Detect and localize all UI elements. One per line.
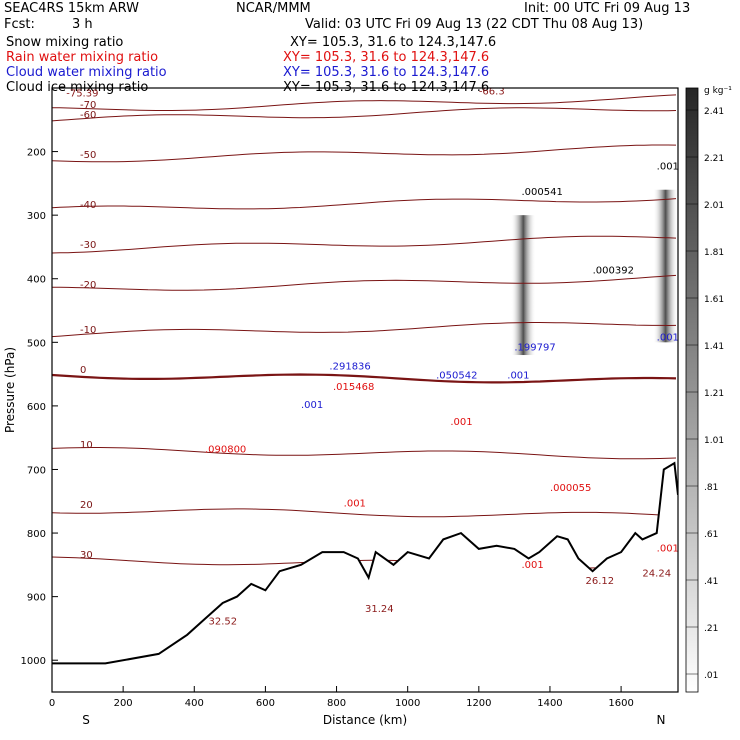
isotherm--60 (52, 107, 677, 122)
y-tick-label-500: 500 (27, 338, 46, 349)
annotation-6: .050542 (436, 371, 477, 382)
field-snow-xy: XY= 105.3, 31.6 to 124.3,147.6 (290, 35, 497, 50)
colorbar-label-4: 1.61 (704, 295, 724, 305)
annotation-0: .000541 (522, 187, 563, 198)
annotation-7: .199797 (514, 343, 555, 354)
init-time: Init: 00 UTC Fri 09 Aug 13 (524, 1, 691, 16)
annotation-19: 24.24 (642, 568, 671, 579)
isotherm-label-30: 30 (80, 550, 93, 561)
colorbar-label-6: 1.21 (704, 389, 724, 399)
isotherm-label--20: -20 (80, 280, 96, 291)
annotation-4: .015468 (333, 382, 374, 393)
annotation-10: .090800 (205, 444, 246, 455)
isotherm-label-0: 0 (80, 365, 86, 376)
annotation-13: .001 (344, 498, 366, 509)
field-cloudwater-xy: XY= 105.3, 31.6 to 124.3,147.6 (283, 65, 490, 80)
isotherm--10 (52, 322, 677, 338)
annotation-1: .001459 (657, 161, 698, 172)
isotherm--50 (52, 144, 677, 163)
y-tick-label-800: 800 (27, 529, 46, 540)
org-label: NCAR/MMM (236, 1, 311, 16)
isotherm-label--40: -40 (80, 200, 96, 211)
colorbar-unit: g kg⁻¹ (704, 86, 732, 96)
colorbar-label-12: .01 (704, 671, 718, 681)
x-tick-label-0: 0 (49, 698, 55, 709)
field-rain-name: Rain water mixing ratio (6, 50, 159, 65)
isotherm--20 (52, 274, 677, 291)
colorbar-label-1: 2.21 (704, 154, 724, 164)
isotherm-label--50: -50 (80, 150, 96, 161)
model-title: SEAC4RS 15km ARW (4, 1, 140, 16)
x-tick-label-1000: 1000 (395, 698, 420, 709)
field-cloudwater-name: Cloud water mixing ratio (6, 65, 167, 80)
x-end-label-north: N (657, 713, 666, 727)
isotherm-0 (52, 373, 677, 384)
annotation-16: 31.24 (365, 604, 394, 615)
annotation-3: .291836 (329, 362, 370, 373)
annotation-21: -66.3 (479, 86, 505, 97)
y-tick-label-700: 700 (27, 465, 46, 476)
annotation-11: .001 (450, 417, 472, 428)
isotherm--30 (52, 235, 677, 254)
annotation-9: .0013 (657, 332, 686, 343)
isotherm-label--10: -10 (80, 325, 96, 336)
isotherm-label--30: -30 (80, 240, 96, 251)
colorbar-label-2: 2.01 (704, 201, 724, 211)
terrain-line (52, 461, 678, 665)
colorbar-label-5: 1.41 (704, 342, 724, 352)
y-tick-label-600: 600 (27, 402, 46, 413)
isotherm-label--70: -70 (80, 100, 96, 111)
annotation-20: -75.39 (66, 88, 98, 99)
x-tick-label-600: 600 (256, 698, 275, 709)
y-tick-label-400: 400 (27, 275, 46, 286)
y-tick-label-900: 900 (27, 593, 46, 604)
y-tick-label-300: 300 (27, 211, 46, 222)
snow-plume-1720 (653, 189, 678, 343)
isotherm--40 (52, 198, 677, 210)
x-end-label-south: S (82, 713, 90, 727)
y-tick-label-1000: 1000 (21, 656, 46, 667)
annotation-17: 32.52 (209, 617, 238, 628)
x-tick-label-800: 800 (327, 698, 346, 709)
colorbar-label-11: .21 (704, 624, 718, 634)
colorbar-label-3: 1.81 (704, 248, 724, 258)
isotherm-20 (52, 508, 677, 518)
isotherm-label--60: -60 (80, 110, 96, 121)
x-tick-label-1200: 1200 (466, 698, 491, 709)
field-snow-name: Snow mixing ratio (6, 35, 124, 50)
annotation-18: 26.12 (586, 576, 615, 587)
field-rain-xy: XY= 105.3, 31.6 to 124.3,147.6 (283, 50, 490, 65)
colorbar-label-9: .61 (704, 530, 718, 540)
x-axis-label: Distance (km) (323, 713, 407, 727)
colorbar-label-10: .41 (704, 577, 718, 587)
terrain-fill (52, 463, 678, 692)
x-tick-label-400: 400 (185, 698, 204, 709)
x-tick-label-200: 200 (114, 698, 133, 709)
snow-plume-1340 (510, 215, 536, 356)
isotherm--70 (52, 94, 677, 111)
y-axis-label: Pressure (hPa) (3, 347, 17, 433)
annotation-2: .000392 (593, 266, 634, 277)
isotherm-label-20: 20 (80, 500, 93, 511)
valid-time: Valid: 03 UTC Fri 09 Aug 13 (22 CDT Thu … (305, 17, 644, 32)
colorbar-label-7: 1.01 (704, 436, 724, 446)
colorbar (685, 87, 699, 693)
colorbar-label-0: 2.41 (704, 107, 724, 117)
annotation-8: .001 (507, 371, 529, 382)
annotation-12: .000055 (550, 483, 591, 494)
annotation-22: -62.9 (664, 80, 690, 91)
colorbar-label-8: .81 (704, 483, 718, 493)
fcst-value: 3 h (72, 17, 93, 32)
annotation-14: .001 (522, 560, 544, 571)
y-tick-label-200: 200 (27, 148, 46, 159)
fcst-label: Fcst: (4, 17, 35, 32)
annotation-5: .001 (301, 400, 323, 411)
x-tick-label-1400: 1400 (537, 698, 562, 709)
isotherm-label-10: 10 (80, 440, 93, 451)
x-tick-label-1600: 1600 (608, 698, 633, 709)
isotherm-10 (52, 447, 677, 460)
plot-frame (51, 87, 679, 693)
annotation-15: .001 (657, 543, 679, 554)
